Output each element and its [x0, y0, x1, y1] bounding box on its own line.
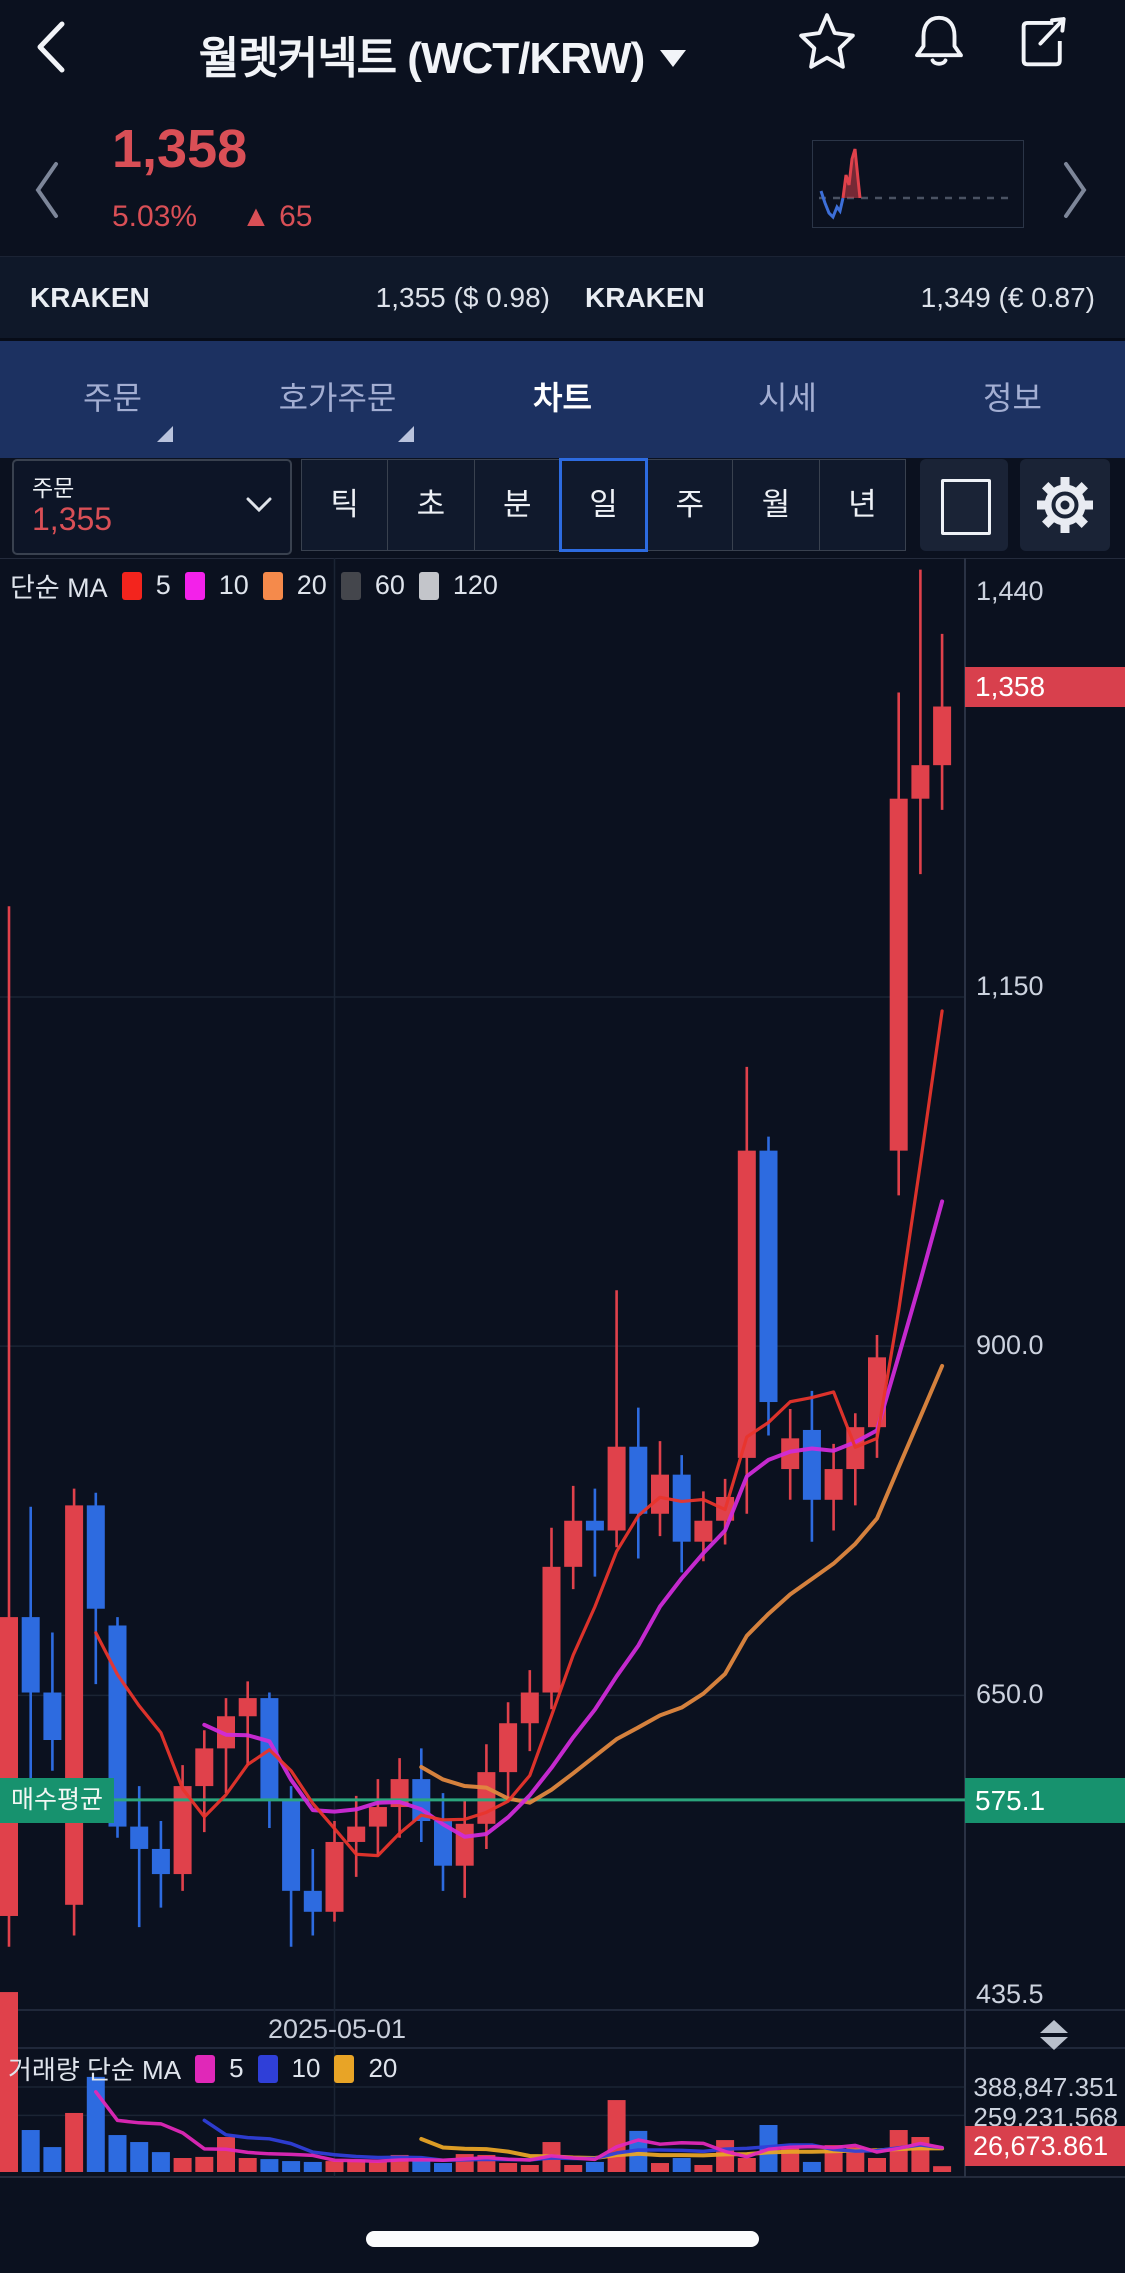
price-change-row: 5.03% ▲ 65 [112, 200, 313, 234]
date-axis-label: 2025-05-01 [267, 2014, 407, 2044]
current-volume-badge: 26,673.861 [965, 2126, 1125, 2166]
chevron-left-icon [35, 162, 58, 218]
back-chevron-icon [37, 21, 65, 73]
ma60-color-chip [340, 571, 361, 600]
change-amount: ▲ 65 [241, 200, 312, 234]
interval-year-button[interactable]: 년 [818, 459, 906, 551]
ma5-color-chip [121, 571, 142, 600]
vol-ma20-color-chip [334, 2054, 355, 2083]
tab-info[interactable]: 정보 [900, 341, 1125, 458]
bell-icon [915, 15, 963, 66]
ma20-label: 20 [296, 570, 327, 600]
vol-ma5-color-chip [195, 2054, 216, 2083]
current-price: 1,358 [112, 119, 248, 179]
home-indicator [366, 2231, 759, 2247]
current-price-badge: 1,358 [965, 667, 1125, 707]
chevron-right-icon [1064, 162, 1087, 218]
exchange-name-left: KRAKEN [30, 282, 150, 313]
vol-ma10-label: 10 [291, 2053, 321, 2083]
chart-style-button[interactable] [920, 459, 1008, 551]
tab-label: 시세 [758, 380, 817, 416]
price-axis-label: 435.5 [976, 1979, 1044, 2009]
square-icon [941, 479, 991, 535]
chevron-down-icon [246, 497, 272, 513]
interval-day-button[interactable]: 일 [558, 458, 649, 552]
candlestick-chart-canvas[interactable] [0, 558, 1125, 2178]
legend-prefix: 단순 MA [10, 573, 108, 603]
pair-title-dropdown[interactable]: 월렛커넥트 (WCT/KRW) [90, 22, 795, 86]
star-icon [799, 13, 855, 69]
tab-chart[interactable]: 차트 [450, 341, 675, 458]
vol-ma10-color-chip [257, 2054, 278, 2083]
tab-label: 차트 [533, 380, 592, 416]
exchange-name-right: KRAKEN [585, 282, 705, 313]
change-abs-value: 65 [279, 200, 313, 233]
ma120-color-chip [418, 571, 439, 600]
tab-orderbook-order[interactable]: 호가주문 [225, 341, 450, 458]
tab-market[interactable]: 시세 [675, 341, 900, 458]
interval-button-group: 틱 초 분 일 주 월 년 [301, 458, 906, 552]
alert-button[interactable] [908, 10, 970, 72]
back-button[interactable] [24, 16, 84, 78]
ma60-label: 60 [374, 570, 405, 600]
sparkline-chart [819, 148, 1013, 220]
tab-label: 정보 [983, 380, 1042, 416]
price-axis-label: 650.0 [976, 1679, 1044, 1709]
up-triangle-icon: ▲ [241, 200, 271, 233]
legend-prefix: 거래량 단순 MA [8, 2055, 182, 2085]
share-button[interactable] [1012, 10, 1074, 72]
avg-buy-price-label: 매수평균 [0, 1778, 114, 1823]
interval-tick-button[interactable]: 틱 [301, 459, 389, 551]
interval-month-button[interactable]: 월 [732, 459, 820, 551]
price-axis-label: 900.0 [976, 1330, 1044, 1360]
volume-ma-legend: 거래량 단순 MA 5 10 20 [8, 2050, 397, 2087]
share-icon [1021, 17, 1066, 67]
chart-settings-button[interactable] [1020, 459, 1110, 551]
price-ma-legend: 단순 MA 5 10 20 60 120 [10, 566, 498, 605]
tab-label: 주문 [83, 380, 142, 416]
ma120-label: 120 [452, 570, 498, 600]
vol-ma20-label: 20 [368, 2053, 398, 2083]
favorite-button[interactable] [796, 10, 858, 72]
exchange-ticker-bar: KRAKEN 1,355 ($ 0.98) KRAKEN 1,349 (€ 0.… [0, 256, 1125, 340]
ma10-label: 10 [218, 570, 249, 600]
interval-second-button[interactable]: 초 [387, 459, 475, 551]
order-label: 주문 [32, 475, 75, 501]
tab-label: 호가주문 [278, 380, 397, 416]
interval-week-button[interactable]: 주 [646, 459, 734, 551]
order-price-value: 1,355 [32, 501, 113, 537]
tab-corner-triangle-icon [398, 426, 414, 442]
volume-axis-label: 388,847.351 [973, 2072, 1118, 2102]
ma10-color-chip [184, 571, 205, 600]
main-tab-bar: 주문 호가주문 차트 시세 정보 [0, 338, 1125, 458]
next-pair-button[interactable] [1058, 158, 1092, 222]
gear-icon [1037, 477, 1093, 533]
change-percent: 5.03% [112, 200, 198, 233]
price-axis-label: 1,150 [976, 971, 1044, 1001]
price-axis-label: 1,440 [976, 576, 1044, 606]
mini-sparkline [812, 140, 1024, 228]
ma5-label: 5 [155, 570, 171, 600]
vol-ma5-label: 5 [229, 2053, 244, 2083]
exchange-price-left: 1,355 ($ 0.98) [375, 282, 550, 313]
avg-buy-price-badge: 575.1 [965, 1778, 1125, 1823]
exchange-price-right: 1,349 (€ 0.87) [920, 282, 1095, 313]
page-title: 월렛커넥트 (WCT/KRW) [198, 34, 646, 83]
tab-order[interactable]: 주문 [0, 341, 225, 458]
axis-scale-toggle[interactable] [1040, 2020, 1070, 2050]
tab-corner-triangle-icon [157, 426, 173, 442]
triangle-up-icon [1040, 2020, 1068, 2033]
chevron-down-icon [660, 50, 687, 67]
order-price-dropdown[interactable]: 주문 1,355 [12, 459, 292, 555]
ma20-color-chip [262, 571, 283, 600]
prev-pair-button[interactable] [30, 158, 64, 222]
triangle-down-icon [1040, 2037, 1068, 2050]
interval-minute-button[interactable]: 분 [473, 459, 561, 551]
